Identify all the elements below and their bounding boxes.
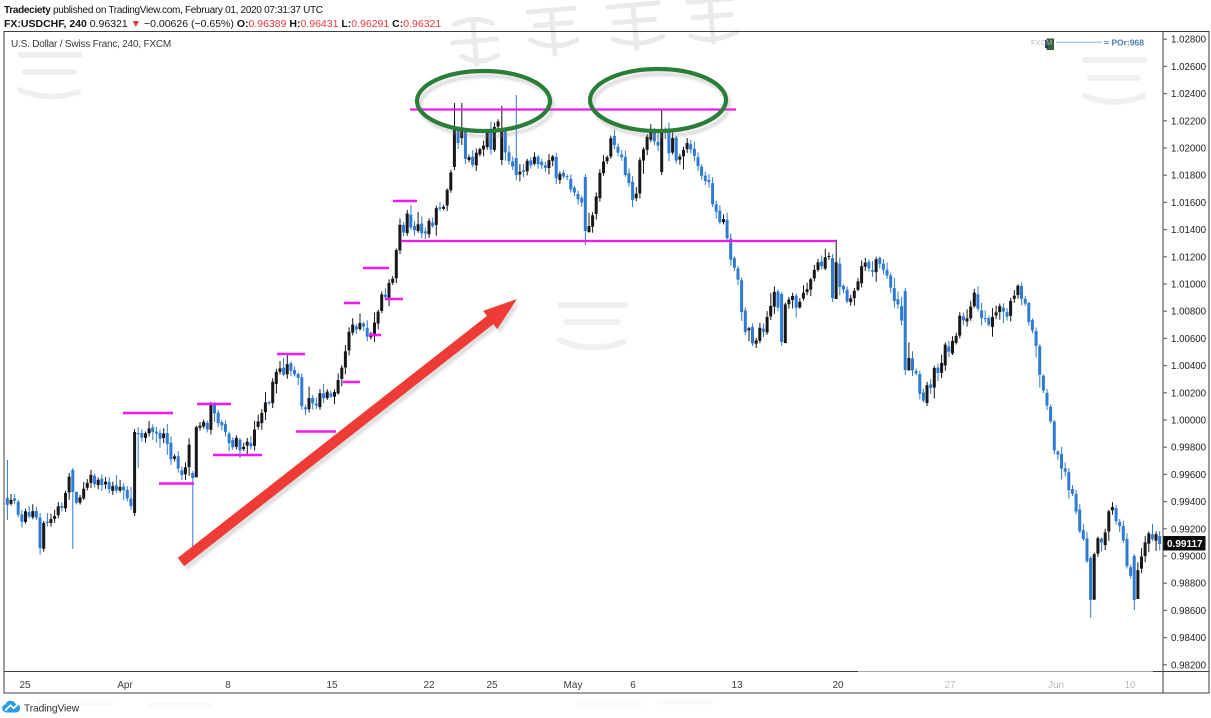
- svg-text:1.02400: 1.02400: [1171, 89, 1207, 100]
- svg-text:Tradeciety published on Tradin: Tradeciety published on TradingView.com,…: [4, 5, 323, 16]
- svg-text:10: 10: [1124, 680, 1136, 691]
- svg-text:0.99400: 0.99400: [1171, 497, 1207, 508]
- svg-text:TradingView: TradingView: [24, 704, 80, 715]
- svg-text:1.00200: 1.00200: [1171, 388, 1207, 399]
- svg-text:1.01000: 1.01000: [1171, 280, 1207, 291]
- svg-text:22: 22: [423, 680, 435, 691]
- svg-text:15: 15: [326, 680, 338, 691]
- svg-text:0.99800: 0.99800: [1171, 443, 1207, 454]
- svg-text:1.00000: 1.00000: [1171, 416, 1207, 427]
- svg-text:1.02000: 1.02000: [1171, 144, 1207, 155]
- svg-text:0.99200: 0.99200: [1171, 524, 1207, 535]
- svg-text:1.00400: 1.00400: [1171, 361, 1207, 372]
- svg-text:Apr: Apr: [117, 680, 133, 691]
- svg-text:0.98600: 0.98600: [1171, 606, 1207, 617]
- svg-text:25: 25: [486, 680, 498, 691]
- svg-text:1.00800: 1.00800: [1171, 307, 1207, 318]
- svg-text:8: 8: [225, 680, 231, 691]
- svg-text:1.02800: 1.02800: [1171, 35, 1207, 46]
- svg-text:0.98400: 0.98400: [1171, 633, 1207, 644]
- svg-text:1.01400: 1.01400: [1171, 225, 1207, 236]
- svg-text:0.99000: 0.99000: [1171, 552, 1207, 563]
- svg-text:1.01200: 1.01200: [1171, 252, 1207, 263]
- svg-text:6: 6: [630, 680, 636, 691]
- svg-text:1.01800: 1.01800: [1171, 171, 1207, 182]
- svg-text:= POr:968: = POr:968: [1104, 38, 1144, 48]
- svg-text:13: 13: [731, 680, 743, 691]
- svg-text:0.98200: 0.98200: [1171, 660, 1207, 671]
- svg-text:0.98800: 0.98800: [1171, 579, 1207, 590]
- svg-text:U.S. Dollar / Swiss Franc, 240: U.S. Dollar / Swiss Franc, 240, FXCM: [11, 39, 171, 50]
- svg-text:20: 20: [832, 680, 844, 691]
- svg-text:0.99117: 0.99117: [1167, 539, 1203, 550]
- svg-text:0.99600: 0.99600: [1171, 470, 1207, 481]
- svg-text:1.01600: 1.01600: [1171, 198, 1207, 209]
- svg-text:1.02200: 1.02200: [1171, 116, 1207, 127]
- svg-text:1.02600: 1.02600: [1171, 62, 1207, 73]
- svg-text:27: 27: [944, 680, 956, 691]
- svg-text:FXCM: FXCM: [1031, 38, 1052, 47]
- svg-text:1.00600: 1.00600: [1171, 334, 1207, 345]
- svg-text:Jun: Jun: [1048, 680, 1064, 691]
- svg-text:25: 25: [19, 680, 31, 691]
- svg-text:FX:USDCHF, 240 0.96321 ▼ −0.00: FX:USDCHF, 240 0.96321 ▼ −0.00626 (−0.65…: [4, 18, 441, 30]
- svg-text:May: May: [564, 680, 583, 691]
